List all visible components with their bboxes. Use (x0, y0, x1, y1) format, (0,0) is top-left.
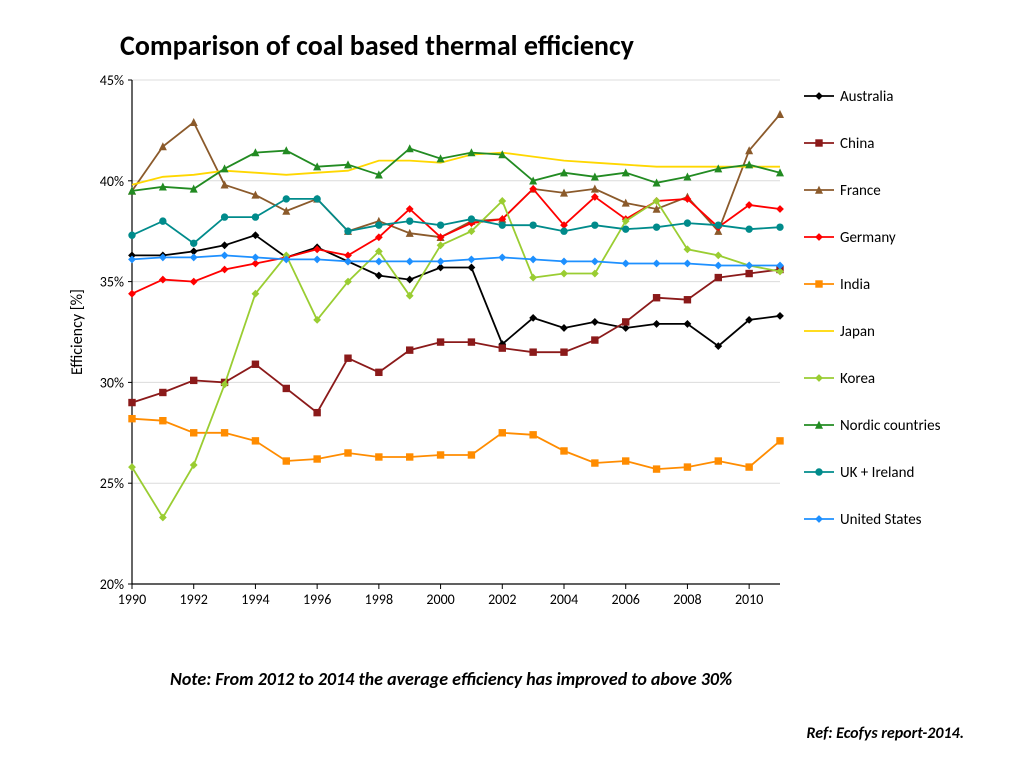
svg-text:2002: 2002 (488, 591, 516, 608)
svg-text:Germany: Germany (840, 229, 896, 247)
svg-text:45%: 45% (100, 72, 124, 89)
svg-text:1990: 1990 (118, 591, 146, 608)
svg-text:25%: 25% (100, 475, 124, 492)
reference: Ref: Ecofys report-2014. (806, 724, 964, 743)
svg-text:China: China (840, 135, 874, 153)
chart-title: Comparison of coal based thermal efficie… (120, 28, 634, 63)
svg-text:2008: 2008 (673, 591, 701, 608)
svg-text:France: France (840, 182, 881, 200)
chart-container: 20%25%30%35%40%45%1990199219941996199820… (60, 70, 980, 630)
svg-text:40%: 40% (100, 173, 124, 190)
footnote: Note: From 2012 to 2014 the average effi… (170, 668, 732, 690)
svg-text:2000: 2000 (426, 591, 454, 608)
svg-text:1996: 1996 (303, 591, 331, 608)
svg-text:Nordic countries: Nordic countries (840, 417, 941, 435)
svg-text:Korea: Korea (840, 370, 875, 388)
svg-text:2006: 2006 (612, 591, 640, 608)
svg-text:UK + Ireland: UK + Ireland (840, 464, 914, 482)
svg-text:Efficiency [%]: Efficiency [%] (68, 289, 87, 375)
svg-text:2004: 2004 (550, 591, 578, 608)
svg-text:35%: 35% (100, 274, 124, 291)
svg-text:United States: United States (840, 511, 922, 529)
svg-text:India: India (840, 276, 870, 294)
svg-text:1994: 1994 (241, 591, 269, 608)
svg-text:1992: 1992 (180, 591, 208, 608)
svg-text:1998: 1998 (365, 591, 393, 608)
svg-text:Australia: Australia (840, 88, 893, 106)
svg-text:30%: 30% (100, 374, 124, 391)
chart-svg: 20%25%30%35%40%45%1990199219941996199820… (60, 70, 980, 630)
svg-text:2010: 2010 (735, 591, 763, 608)
svg-text:Japan: Japan (840, 323, 875, 341)
